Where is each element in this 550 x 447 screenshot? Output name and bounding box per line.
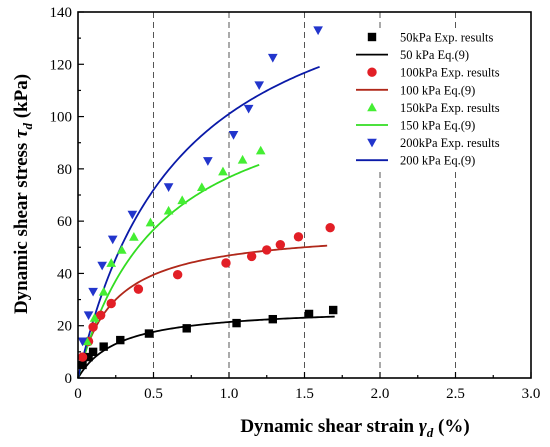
data-point (88, 347, 98, 357)
data-point (98, 286, 109, 296)
data-point (255, 145, 266, 155)
legend-label: 200kPa Exp. results (400, 136, 500, 150)
x-tick-label: 0 (74, 386, 82, 402)
legend-marker (367, 67, 377, 77)
tick-layer: 0 0.5 1.0 1.5 2.0 2.5 3.0 0 20 40 60 80 100 120 140 (50, 5, 541, 402)
data-point (99, 342, 108, 351)
legend-label: 50kPa Exp. results (400, 31, 494, 45)
data-point (144, 329, 154, 338)
data-point (325, 222, 335, 233)
data-point (107, 235, 118, 245)
data-point (106, 298, 116, 309)
data-point (116, 245, 127, 254)
marker-layer (77, 26, 338, 370)
fit-curve (77, 244, 328, 379)
legend-marker (367, 32, 377, 42)
data-point (246, 251, 257, 262)
data-point (145, 217, 156, 227)
y-tick-label: 20 (57, 319, 72, 335)
data-point (221, 258, 231, 268)
data-point (95, 310, 106, 320)
data-point (89, 313, 100, 322)
legend-label: 150kPa Exp. results (400, 101, 500, 115)
legend-label: 50 kPa Eq.(9) (400, 48, 469, 62)
data-point (97, 261, 107, 271)
legend-label: 150 kPa Eq.(9) (400, 119, 475, 133)
data-point (293, 232, 304, 242)
data-point (254, 81, 265, 91)
y-tick-label: 80 (57, 162, 72, 178)
data-point (304, 309, 314, 319)
data-point (172, 270, 183, 280)
legend-marker (367, 102, 377, 112)
x-tick-label: 2.0 (371, 386, 390, 402)
data-point (129, 231, 139, 241)
data-point (203, 157, 213, 166)
data-point (196, 182, 207, 192)
data-point (218, 166, 228, 176)
data-point (127, 210, 138, 220)
data-point (88, 322, 98, 332)
data-point (275, 239, 286, 250)
data-point (163, 183, 174, 192)
legend-box (350, 28, 522, 170)
data-point (262, 245, 272, 255)
y-axis-title: Dynamic shear stress τd (kPa) (11, 74, 35, 314)
data-point (313, 26, 323, 36)
data-point (116, 335, 125, 345)
data-point (243, 104, 254, 114)
fit-curve (77, 65, 320, 379)
x-axis-title: Dynamic shear strain γd (%) (240, 416, 469, 440)
legend-label: 100 kPa Eq.(9) (400, 83, 475, 97)
x-tick-label: 1.5 (295, 386, 314, 402)
data-point (177, 195, 188, 205)
legend-marker (367, 138, 377, 148)
data-point (77, 337, 88, 347)
data-point (78, 360, 87, 370)
legend-label: 100kPa Exp. results (400, 66, 500, 80)
legend-label: 200 kPa Eq.(9) (400, 154, 475, 168)
data-point (133, 284, 144, 294)
data-point (228, 131, 239, 140)
data-point (182, 324, 191, 333)
data-point (83, 311, 94, 321)
x-tick-label: 2.5 (446, 386, 465, 402)
y-tick-label: 100 (50, 110, 73, 126)
y-tick-label: 120 (50, 57, 73, 73)
fit-curve (77, 163, 260, 379)
x-tick-label: 1.0 (220, 386, 239, 402)
data-point (267, 53, 278, 63)
y-tick-label: 0 (65, 371, 73, 387)
data-point (163, 205, 174, 215)
data-point (88, 287, 98, 297)
data-point (232, 318, 241, 328)
data-point (268, 314, 277, 324)
data-point (328, 305, 338, 315)
fit-curve (77, 315, 335, 379)
curve-layer (77, 65, 335, 379)
data-point (106, 258, 117, 267)
data-point (77, 352, 88, 362)
data-point (84, 352, 93, 362)
x-tick-label: 0.5 (144, 386, 163, 402)
data-point (82, 336, 92, 346)
y-tick-label: 140 (50, 5, 73, 21)
y-tick-label: 60 (57, 214, 72, 230)
data-point (237, 154, 248, 164)
legend: 50kPa Exp. results 50 kPa Eq.(9) 100kPa Ex… (350, 28, 522, 170)
y-tick-label: 40 (57, 266, 72, 282)
x-tick-label: 3.0 (522, 386, 541, 402)
